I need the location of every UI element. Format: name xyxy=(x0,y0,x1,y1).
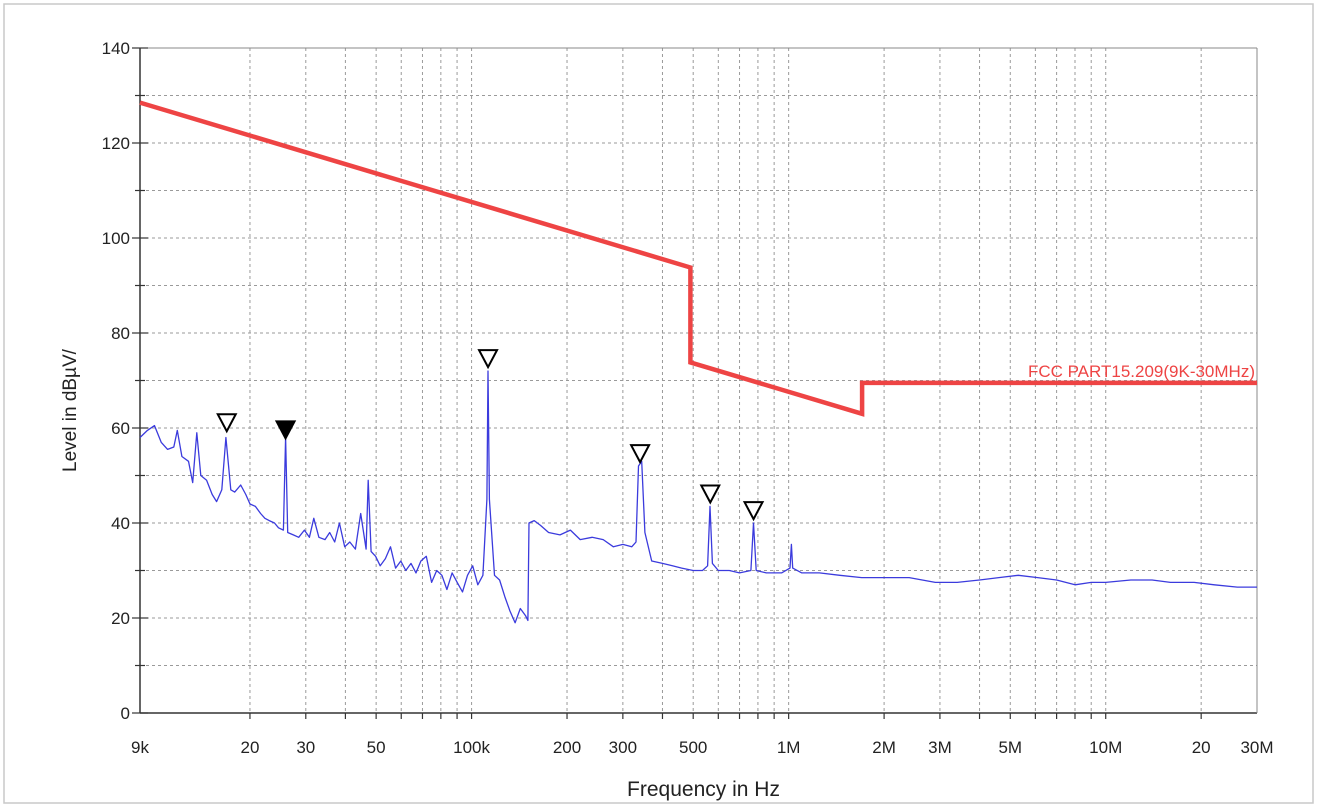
peak-marker xyxy=(477,349,499,370)
x-tick-label: 100k xyxy=(453,738,490,757)
x-tick-label: 30M xyxy=(1240,738,1273,757)
limit-line-label: FCC PART15.209(9K-30MHz) xyxy=(1028,362,1255,381)
limit-line-layer: FCC PART15.209(9K-30MHz) xyxy=(139,100,1257,417)
trace-layer xyxy=(139,370,1257,624)
y-tick-label: 0 xyxy=(121,704,130,723)
marker-layer xyxy=(216,349,765,522)
y-tick-label: 60 xyxy=(111,419,130,438)
axes: 0 20 40 60 80 100 120 140 9k 20 30 50 100k 200 300 500 1… xyxy=(102,39,1274,757)
x-tick-label: 9k xyxy=(131,738,149,757)
x-tick-label: 200 xyxy=(553,738,581,757)
x-tick-label: 1M xyxy=(777,738,801,757)
y-axis-title: Level in dBµV/ xyxy=(60,348,81,472)
chart-frame xyxy=(3,3,1314,804)
x-tick-label: 50 xyxy=(367,738,386,757)
y-tick-label: 100 xyxy=(102,229,130,248)
peak-marker xyxy=(216,413,238,434)
y-tick-label: 20 xyxy=(111,609,130,628)
peak-marker xyxy=(699,484,721,505)
measurement-trace xyxy=(139,370,1257,624)
y-tick-label: 40 xyxy=(111,514,130,533)
x-tick-label: 2M xyxy=(872,738,896,757)
label-layer: Frequency in Hz Level in dBµV/ xyxy=(60,348,780,801)
x-tick-label: 3M xyxy=(928,738,952,757)
x-tick-label: 30 xyxy=(296,738,315,757)
y-tick-label: 140 xyxy=(102,39,130,58)
grid xyxy=(140,48,1257,713)
x-tick-label: 500 xyxy=(679,738,707,757)
x-tick-label: 20 xyxy=(240,738,259,757)
x-tick-label: 10M xyxy=(1089,738,1122,757)
peak-marker xyxy=(629,444,651,465)
limit-line xyxy=(139,100,1257,417)
peak-marker xyxy=(274,420,297,441)
x-tick-label: 20 xyxy=(1192,738,1211,757)
y-tick-label: 120 xyxy=(102,134,130,153)
y-tick-label: 80 xyxy=(111,324,130,343)
peak-marker xyxy=(742,501,765,522)
x-axis-title: Frequency in Hz xyxy=(627,778,780,801)
x-tick-label: 5M xyxy=(998,738,1022,757)
x-tick-label: 300 xyxy=(609,738,637,757)
